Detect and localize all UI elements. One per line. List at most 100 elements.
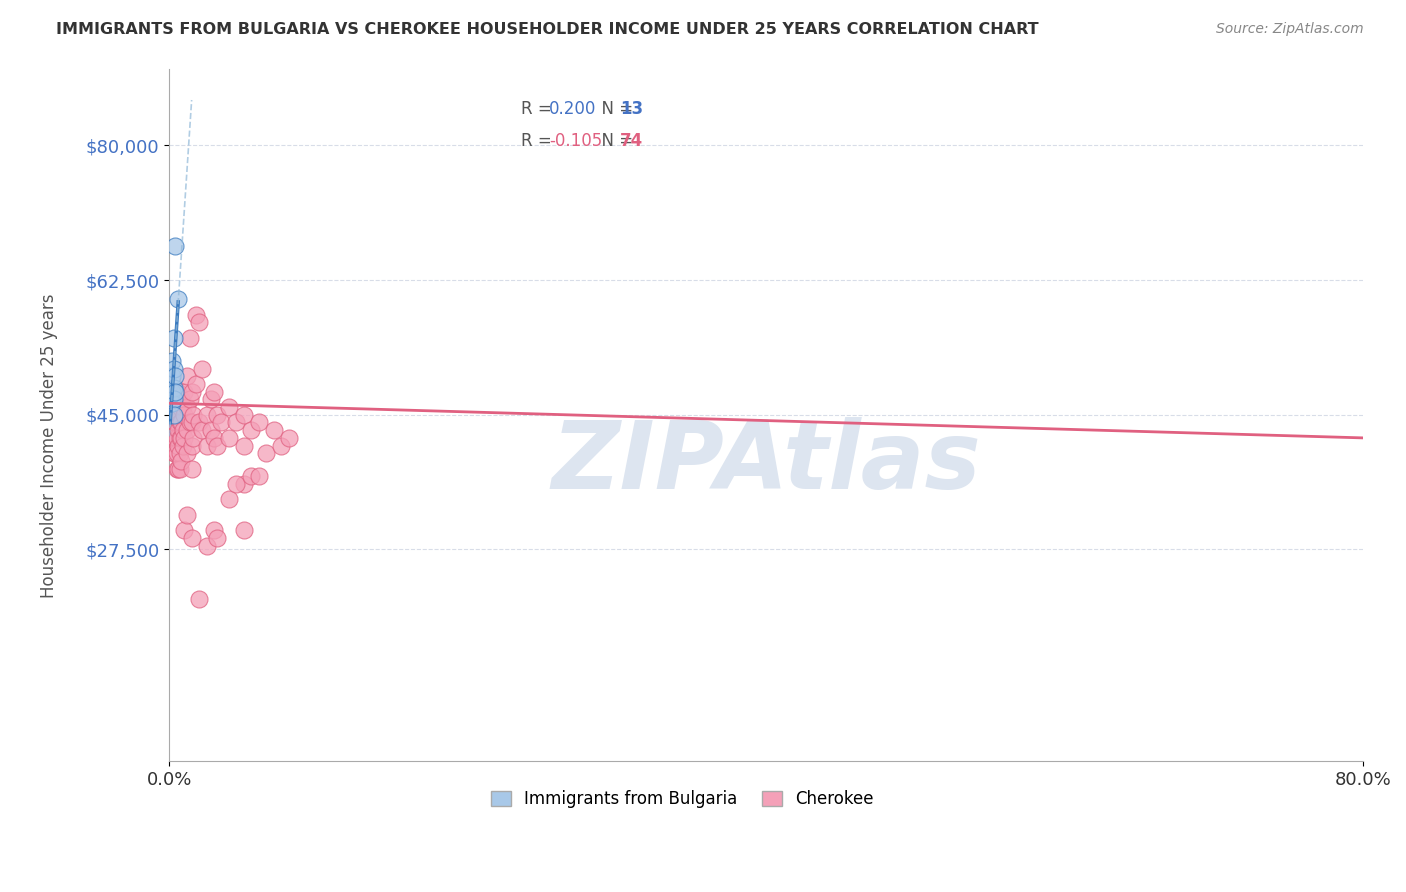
Text: IMMIGRANTS FROM BULGARIA VS CHEROKEE HOUSEHOLDER INCOME UNDER 25 YEARS CORRELATI: IMMIGRANTS FROM BULGARIA VS CHEROKEE HOU… — [56, 22, 1039, 37]
Point — [163, 431, 186, 445]
Point — [202, 431, 225, 445]
Point — [167, 439, 190, 453]
Point — [240, 423, 263, 437]
Point — [166, 400, 188, 414]
Point — [232, 523, 254, 537]
Legend: Immigrants from Bulgaria, Cherokee: Immigrants from Bulgaria, Cherokee — [484, 784, 880, 815]
Point — [218, 400, 240, 414]
Point — [167, 423, 190, 437]
Point — [202, 523, 225, 537]
Point — [180, 384, 202, 399]
Text: 13: 13 — [620, 100, 644, 118]
Point — [173, 408, 195, 422]
Text: Householder Income Under 25 years: Householder Income Under 25 years — [41, 293, 58, 599]
Point — [184, 308, 207, 322]
Point — [162, 384, 184, 399]
Point — [169, 446, 191, 460]
Point — [179, 331, 201, 345]
Point — [180, 531, 202, 545]
Point — [188, 592, 211, 607]
Point — [170, 416, 193, 430]
Point — [165, 446, 187, 460]
Point — [165, 392, 187, 407]
Point — [247, 416, 270, 430]
Point — [188, 315, 211, 329]
Text: N =: N = — [591, 132, 638, 150]
Point — [169, 416, 191, 430]
Point — [173, 431, 195, 445]
Point — [205, 408, 228, 422]
Point — [163, 392, 186, 407]
Point — [181, 431, 204, 445]
Point — [232, 408, 254, 422]
Point — [167, 461, 190, 475]
Point — [232, 477, 254, 491]
Point — [202, 384, 225, 399]
Point — [200, 392, 222, 407]
Point — [179, 416, 201, 430]
Point — [180, 461, 202, 475]
Point — [169, 461, 191, 475]
Point — [165, 416, 187, 430]
Point — [166, 446, 188, 460]
Point — [263, 423, 285, 437]
Text: ZIPAtlas: ZIPAtlas — [551, 417, 981, 509]
Point — [180, 439, 202, 453]
Point — [211, 416, 233, 430]
Point — [188, 416, 211, 430]
Point — [254, 446, 277, 460]
Point — [180, 416, 202, 430]
Point — [232, 439, 254, 453]
Point — [195, 539, 218, 553]
Text: N =: N = — [591, 100, 638, 118]
Point — [173, 523, 195, 537]
Point — [277, 431, 299, 445]
Point — [163, 416, 186, 430]
Text: 74: 74 — [620, 132, 644, 150]
Point — [165, 384, 187, 399]
Text: -0.105: -0.105 — [548, 132, 602, 150]
Point — [176, 423, 198, 437]
Point — [200, 423, 222, 437]
Point — [172, 439, 194, 453]
Point — [225, 416, 247, 430]
Point — [191, 423, 214, 437]
Point — [166, 461, 188, 475]
Point — [225, 477, 247, 491]
Text: R =: R = — [522, 100, 557, 118]
Point — [169, 400, 191, 414]
Point — [163, 381, 186, 395]
Point — [218, 431, 240, 445]
Point — [218, 492, 240, 507]
Point — [247, 469, 270, 483]
Point — [163, 331, 186, 345]
Point — [240, 469, 263, 483]
Point — [162, 396, 184, 410]
Point — [184, 377, 207, 392]
Point — [170, 392, 193, 407]
Point — [167, 384, 190, 399]
Point — [270, 439, 292, 453]
Point — [162, 354, 184, 368]
Point — [176, 400, 198, 414]
Point — [165, 238, 187, 252]
Text: Source: ZipAtlas.com: Source: ZipAtlas.com — [1216, 22, 1364, 37]
Point — [163, 361, 186, 376]
Point — [176, 508, 198, 522]
Point — [173, 384, 195, 399]
Point — [176, 446, 198, 460]
Point — [195, 439, 218, 453]
Point — [191, 361, 214, 376]
Point — [195, 408, 218, 422]
Text: 0.200: 0.200 — [548, 100, 596, 118]
Text: R =: R = — [522, 132, 557, 150]
Point — [167, 408, 190, 422]
Point — [165, 369, 187, 384]
Point — [176, 369, 198, 384]
Point — [163, 408, 186, 422]
Point — [162, 369, 184, 384]
Point — [172, 423, 194, 437]
Point — [167, 293, 190, 307]
Point — [162, 392, 184, 407]
Point — [172, 400, 194, 414]
